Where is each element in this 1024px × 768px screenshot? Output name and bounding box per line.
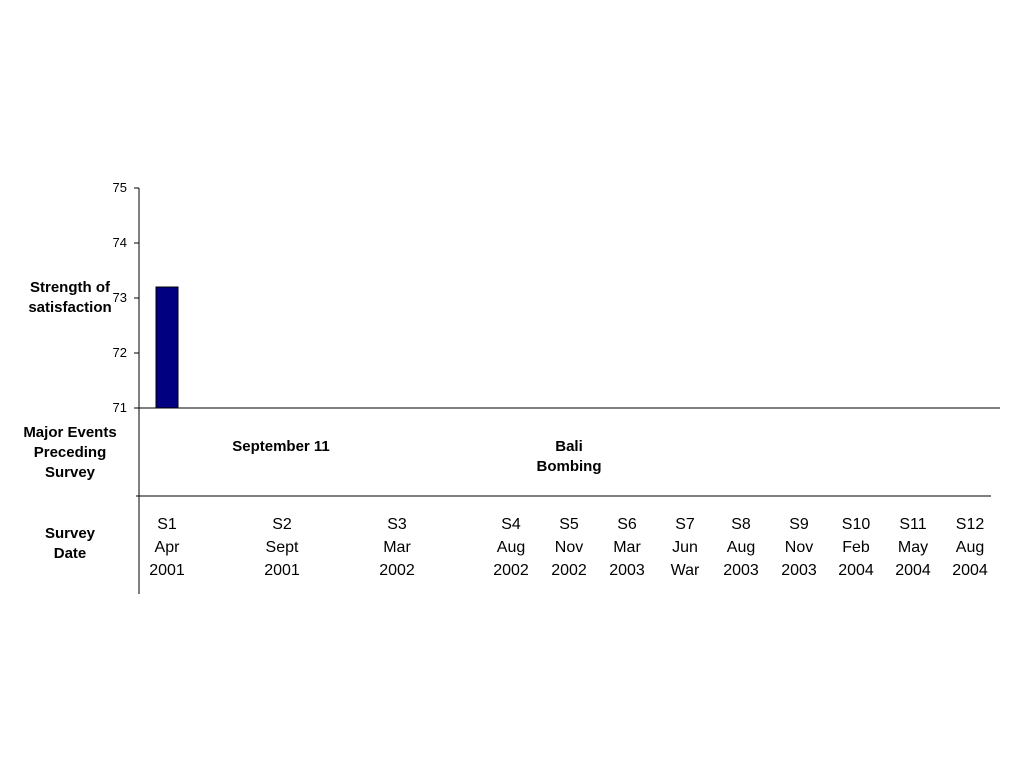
survey-date-year: 2001 [149, 562, 185, 579]
y-tick-label: 73 [113, 290, 127, 305]
survey-date-month: Mar [613, 539, 641, 556]
survey-date-s10: S10 Feb 2004 [826, 513, 886, 582]
survey-date-year: 2004 [895, 562, 931, 579]
survey-date-month: Aug [726, 539, 756, 556]
y-axis: 75 74 73 72 71 [113, 180, 139, 415]
survey-date-s11: S11 May 2004 [883, 513, 943, 582]
bar-s1 [155, 286, 179, 409]
survey-date-month: Jun [672, 539, 698, 556]
survey-date-month: Nov [784, 539, 814, 556]
y-tick-label: 75 [113, 180, 127, 195]
survey-date-id: S7 [675, 516, 695, 533]
survey-date-s1: S1 Apr 2001 [137, 513, 197, 582]
bars [155, 286, 179, 409]
survey-date-year: 2002 [379, 562, 415, 579]
survey-date-s2: S2 Sept 2001 [252, 513, 312, 582]
survey-date-id: S3 [387, 516, 407, 533]
survey-date-year: 2002 [551, 562, 587, 579]
survey-date-id: S9 [789, 516, 809, 533]
date-row-label: Survey Date [44, 525, 96, 562]
event-label: Bali Bombing [536, 438, 602, 475]
survey-date-s12: S12 Aug 2004 [940, 513, 1000, 582]
survey-date-year: 2004 [838, 562, 874, 579]
survey-date-month: Feb [842, 539, 870, 556]
events-row-label: Major Events Preceding Survey [23, 424, 117, 481]
survey-date-id: S2 [272, 516, 292, 533]
survey-date-id: S4 [501, 516, 521, 533]
survey-date-id: S8 [731, 516, 751, 533]
survey-date-s5: S5 Nov 2002 [539, 513, 599, 582]
survey-date-s3: S3 Mar 2002 [367, 513, 427, 582]
survey-date-id: S12 [955, 516, 985, 533]
survey-date-id: S1 [157, 516, 177, 533]
survey-date-year: 2002 [493, 562, 529, 579]
survey-date-id: S6 [617, 516, 637, 533]
survey-date-id: S11 [899, 516, 927, 533]
survey-date-year: 2003 [781, 562, 817, 579]
event-label: September 11 [232, 438, 330, 455]
survey-date-year: 2001 [264, 562, 300, 579]
y-tick-label: 74 [113, 235, 127, 250]
survey-date-id: S10 [841, 516, 871, 533]
survey-date-month: May [897, 539, 929, 556]
survey-date-month: Aug [955, 539, 985, 556]
survey-date-year: 2003 [609, 562, 645, 579]
survey-date-year: 2004 [952, 562, 988, 579]
survey-date-year: 2003 [723, 562, 759, 579]
survey-date-year: War [670, 562, 700, 579]
survey-date-month: Nov [554, 539, 584, 556]
survey-date-month: Apr [154, 539, 180, 556]
y-tick-label: 71 [113, 400, 127, 415]
y-axis-title: Strength of satisfaction [28, 279, 112, 316]
survey-date-month: Mar [383, 539, 411, 556]
survey-date-s7: S7 Jun War [655, 513, 715, 582]
y-tick-label: 72 [113, 345, 127, 360]
survey-date-s9: S9 Nov 2003 [769, 513, 829, 582]
survey-date-month: Aug [496, 539, 526, 556]
survey-date-s6: S6 Mar 2003 [597, 513, 657, 582]
survey-date-id: S5 [559, 516, 579, 533]
survey-date-month: Sept [265, 539, 299, 556]
survey-date-s4: S4 Aug 2002 [481, 513, 541, 582]
survey-date-s8: S8 Aug 2003 [711, 513, 771, 582]
